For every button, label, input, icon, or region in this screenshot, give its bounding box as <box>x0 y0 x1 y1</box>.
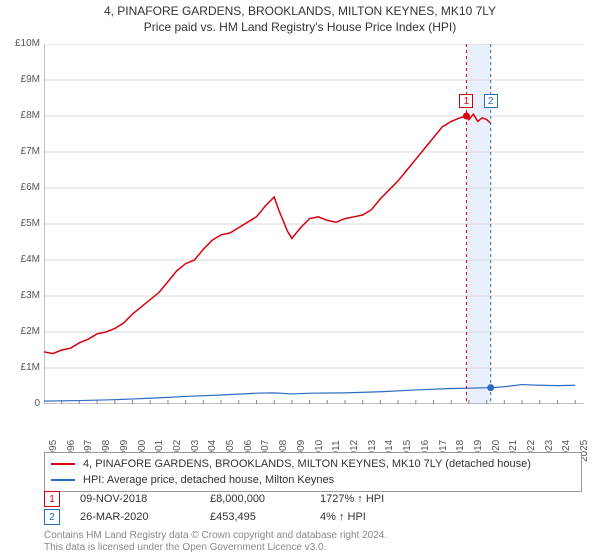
legend-swatch <box>51 479 75 481</box>
footer-attribution: Contains HM Land Registry data © Crown c… <box>44 530 582 554</box>
row-date: 26-MAR-2020 <box>80 511 190 523</box>
row-pct: 1727% ↑ HPI <box>320 493 440 505</box>
legend: 4, PINAFORE GARDENS, BROOKLANDS, MILTON … <box>44 452 582 492</box>
y-axis-tick-label: 0 <box>0 398 40 409</box>
y-axis-tick-label: £9M <box>0 74 40 85</box>
chart-plot <box>44 44 584 404</box>
data-table: 1 09-NOV-2018 £8,000,000 1727% ↑ HPI 2 2… <box>44 490 582 526</box>
table-row: 1 09-NOV-2018 £8,000,000 1727% ↑ HPI <box>44 490 582 508</box>
y-axis-tick-label: £1M <box>0 362 40 373</box>
legend-label: 4, PINAFORE GARDENS, BROOKLANDS, MILTON … <box>83 458 531 470</box>
row-pct: 4% ↑ HPI <box>320 511 440 523</box>
y-axis-tick-label: £3M <box>0 290 40 301</box>
y-axis-tick-label: £2M <box>0 326 40 337</box>
chart-marker-label: 2 <box>484 94 498 108</box>
title-line-1: 4, PINAFORE GARDENS, BROOKLANDS, MILTON … <box>0 4 600 18</box>
y-axis-tick-label: £5M <box>0 218 40 229</box>
legend-item: HPI: Average price, detached house, Milt… <box>51 472 575 488</box>
legend-label: HPI: Average price, detached house, Milt… <box>83 474 334 486</box>
row-number-box: 1 <box>44 491 60 507</box>
row-price: £453,495 <box>210 511 300 523</box>
chart-marker-label: 1 <box>459 94 473 108</box>
row-price: £8,000,000 <box>210 493 300 505</box>
row-date: 09-NOV-2018 <box>80 493 190 505</box>
title-line-2: Price paid vs. HM Land Registry's House … <box>0 20 600 34</box>
footer-line-1: Contains HM Land Registry data © Crown c… <box>44 530 582 542</box>
y-axis-tick-label: £10M <box>0 38 40 49</box>
legend-item: 4, PINAFORE GARDENS, BROOKLANDS, MILTON … <box>51 456 575 472</box>
y-axis-tick-label: £6M <box>0 182 40 193</box>
y-axis-tick-label: £8M <box>0 110 40 121</box>
row-number-box: 2 <box>44 509 60 525</box>
table-row: 2 26-MAR-2020 £453,495 4% ↑ HPI <box>44 508 582 526</box>
y-axis-tick-label: £7M <box>0 146 40 157</box>
y-axis-tick-label: £4M <box>0 254 40 265</box>
footer-line-2: This data is licensed under the Open Gov… <box>44 542 582 554</box>
legend-swatch <box>51 463 75 465</box>
